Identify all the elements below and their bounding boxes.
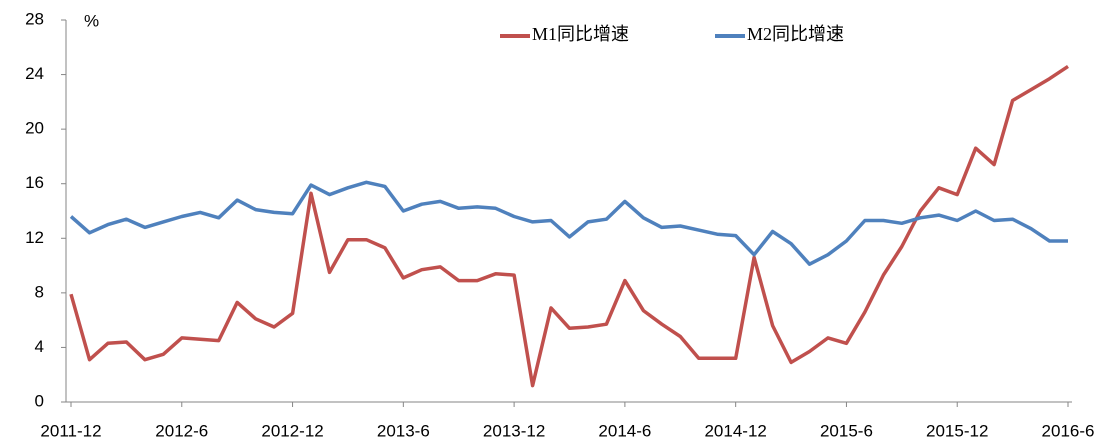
legend-label: M1同比增速 [532, 24, 629, 44]
y-tick-label: 8 [35, 282, 44, 301]
x-tick-label: 2014-12 [704, 421, 766, 440]
y-tick-label: 24 [25, 64, 44, 83]
x-tick-label: 2011-12 [40, 421, 101, 440]
x-tick-label: 2015-6 [820, 421, 873, 440]
x-tick-label: 2016-6 [1042, 421, 1095, 440]
y-tick-label: 0 [35, 391, 44, 410]
x-tick-label: 2012-12 [261, 421, 323, 440]
x-tick-label: 2013-12 [483, 421, 545, 440]
x-tick-label: 2013-6 [377, 421, 430, 440]
y-unit: % [84, 11, 99, 30]
x-tick-label: 2012-6 [155, 421, 208, 440]
y-tick-label: 12 [25, 228, 44, 247]
series-line [69, 180, 1068, 266]
y-tick-label: 16 [25, 173, 44, 192]
y-tick-label: 4 [35, 337, 44, 356]
x-tick-label: 2014-6 [598, 421, 651, 440]
legend-label: M2同比增速 [747, 24, 844, 44]
x-tick-label: 2015-12 [926, 421, 988, 440]
y-tick-label: 28 [25, 9, 44, 28]
series-line [69, 64, 1069, 388]
y-tick-label: 20 [25, 119, 44, 138]
